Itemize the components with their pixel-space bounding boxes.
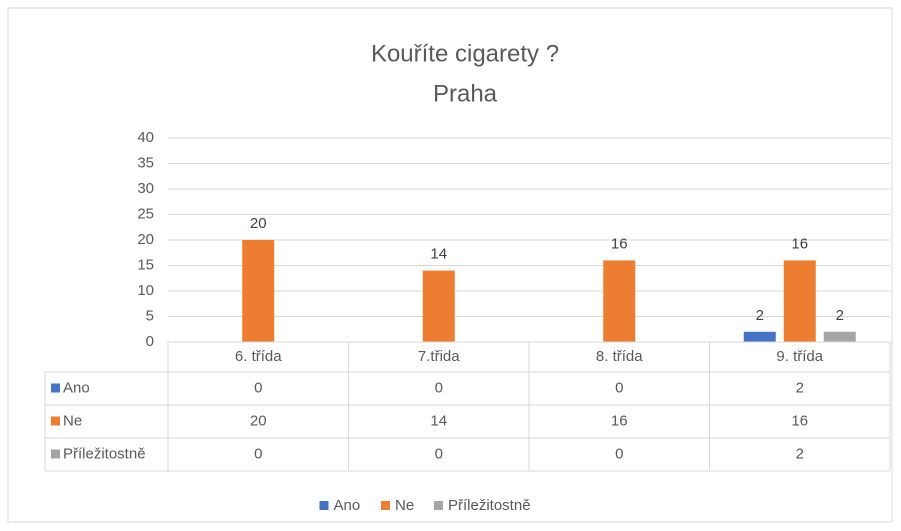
table-cell: 0 [254, 379, 262, 396]
y-tick-label: 5 [146, 307, 154, 324]
data-label: 2 [836, 307, 844, 324]
data-label: 2 [756, 307, 764, 324]
y-tick-label: 0 [146, 333, 154, 350]
table-cell: 14 [430, 412, 447, 429]
x-tick-label: 9. třída [776, 348, 823, 365]
legend-key [434, 501, 443, 510]
table-row-label: Ne [63, 412, 82, 429]
y-tick-label: 20 [137, 231, 154, 248]
table-cell: 0 [435, 445, 443, 462]
x-tick-label: 8. třída [596, 348, 643, 365]
data-label: 16 [791, 235, 808, 252]
bar [242, 240, 275, 342]
table-cell: 0 [615, 379, 623, 396]
y-tick-label: 10 [137, 282, 154, 299]
table-row-label: Ano [63, 379, 90, 396]
table-cell: 0 [254, 445, 262, 462]
y-tick-label: 15 [137, 256, 154, 273]
table-cell: 2 [796, 445, 804, 462]
table-cell: 16 [611, 412, 628, 429]
x-tick-label: 6. třída [235, 348, 282, 365]
table-cell: 2 [796, 379, 804, 396]
chart-title: Kouříte cigarety ? [371, 40, 559, 67]
chart-subtitle: Praha [433, 80, 498, 107]
bar [422, 270, 455, 342]
table-cell: 16 [791, 412, 808, 429]
bar [823, 331, 856, 342]
table-legend-key [51, 383, 60, 393]
bar [783, 260, 816, 342]
y-tick-label: 30 [137, 180, 154, 197]
legend-key [319, 501, 329, 510]
data-label: 16 [611, 235, 628, 252]
bar [603, 260, 636, 342]
table-cell: 0 [435, 379, 443, 396]
table-legend-key [51, 449, 60, 459]
table-row-label: Příležitostně [63, 445, 146, 462]
legend-key [381, 501, 390, 510]
legend-label: Ne [395, 497, 414, 514]
table-cell: 20 [250, 412, 267, 429]
legend-label: Příležitostně [448, 497, 531, 514]
bar [743, 331, 776, 342]
data-label: 14 [430, 246, 447, 263]
legend-label: Ano [334, 497, 361, 514]
y-tick-label: 35 [137, 154, 154, 171]
y-tick-label: 40 [137, 129, 154, 146]
data-label: 20 [250, 215, 267, 232]
y-tick-label: 25 [137, 205, 154, 222]
table-cell: 0 [615, 445, 623, 462]
table-legend-key [51, 416, 60, 426]
x-tick-label: 7.třida [418, 348, 460, 365]
